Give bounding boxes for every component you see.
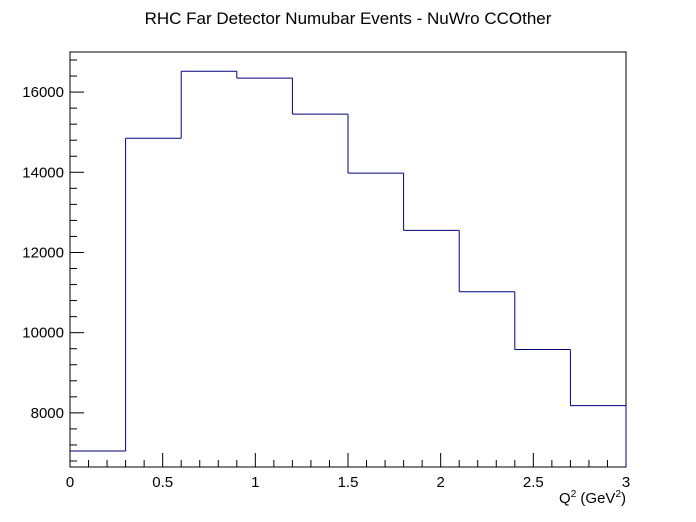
histogram-bins (70, 70, 627, 467)
y-tick-label: 14000 (22, 164, 64, 181)
x-tick-label: 0.5 (152, 474, 173, 491)
y-tick-label: 10000 (22, 325, 64, 342)
y-tick-label: 16000 (22, 84, 64, 101)
y-tick-label: 12000 (22, 244, 64, 261)
y-tick-label: 8000 (31, 405, 64, 422)
x-axis-label: Q2 (GeV2) (559, 489, 626, 507)
x-axis: 0 0.5 1 1.5 2 2.5 3 (66, 453, 630, 491)
x-tick-label: 2.5 (523, 474, 544, 491)
x-tick-label: 1.5 (338, 474, 359, 491)
x-tick-label: 3 (622, 474, 630, 491)
chart-title: RHC Far Detector Numubar Events - NuWro … (145, 9, 552, 28)
y-axis: 8000 10000 12000 14000 16000 (22, 59, 84, 462)
x-tick-label: 2 (436, 474, 444, 491)
x-tick-label: 1 (251, 474, 259, 491)
x-tick-label: 0 (66, 474, 74, 491)
